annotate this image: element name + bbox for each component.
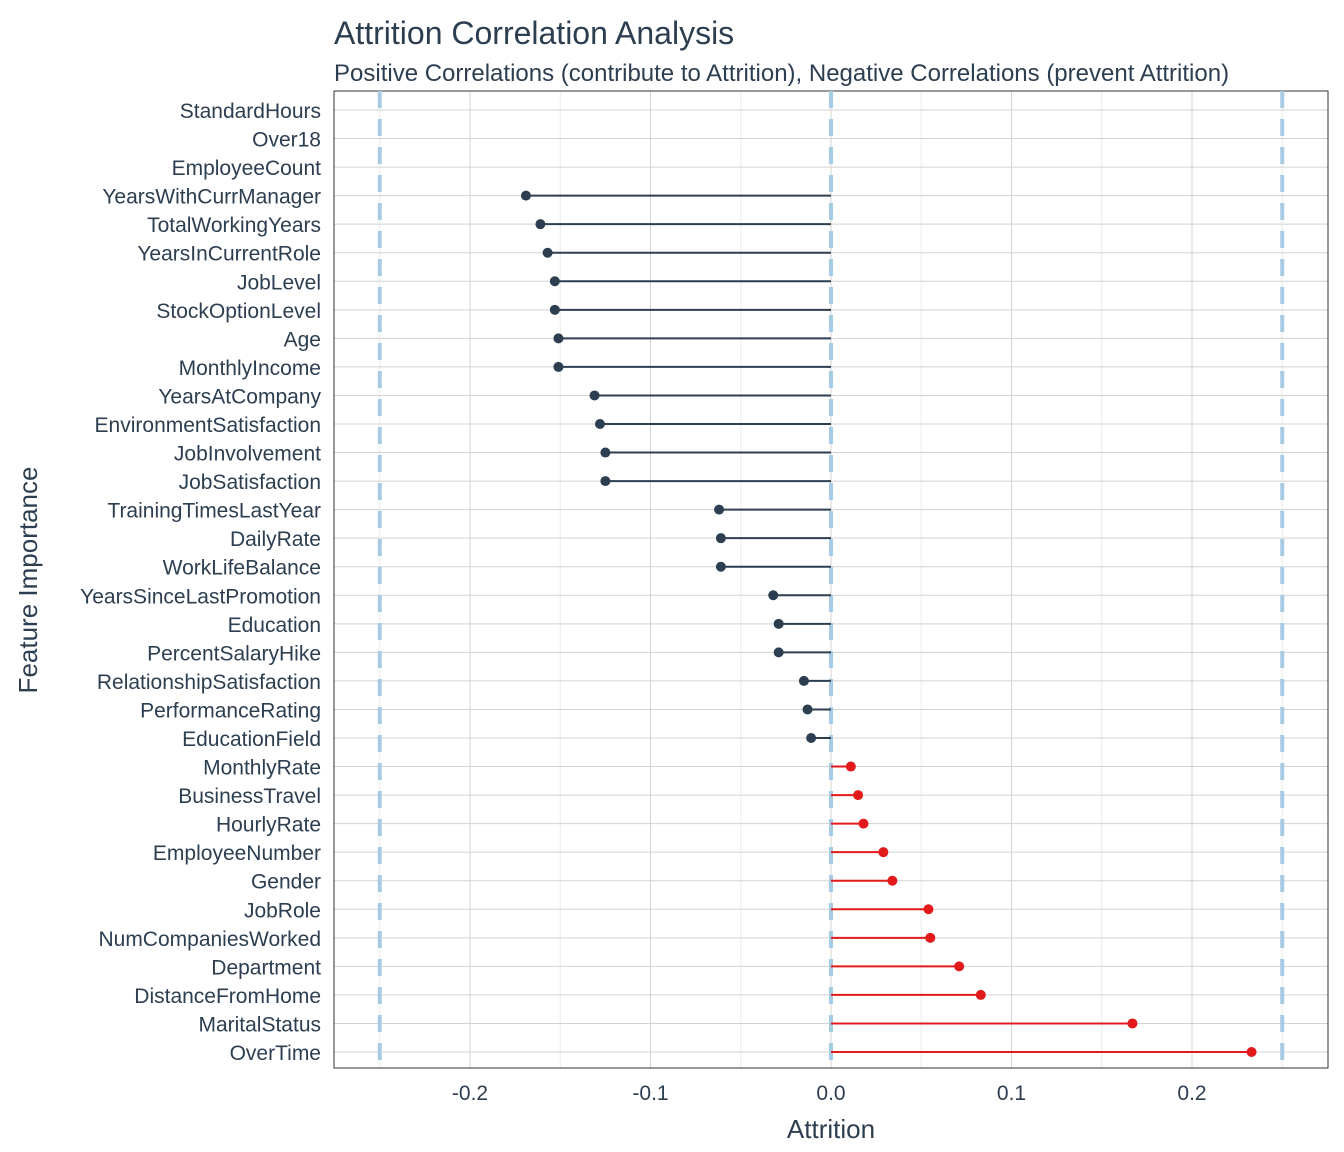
x-tick-label: 0.1: [997, 1082, 1026, 1105]
y-tick-label: Over18: [252, 129, 321, 152]
lollipop-point: [802, 704, 813, 715]
lollipop-point: [549, 304, 560, 315]
y-tick-label: BusinessTravel: [178, 785, 321, 808]
y-tick-label: DistanceFromHome: [134, 985, 321, 1008]
lollipop-marks: [520, 190, 1257, 1057]
y-tick-label: Age: [284, 328, 321, 351]
lollipop-point: [594, 419, 605, 429]
lollipop-point: [553, 333, 564, 344]
lollipop-point: [798, 675, 809, 686]
lollipop-point: [535, 219, 546, 230]
y-tick-label: MonthlyIncome: [179, 357, 321, 380]
lollipop-point: [542, 247, 553, 258]
y-tick-label: Department: [211, 956, 321, 979]
y-tick-label: JobInvolvement: [174, 443, 321, 466]
lollipop-point: [975, 989, 986, 1000]
lollipop-point: [858, 818, 869, 829]
y-tick-label: JobLevel: [237, 271, 321, 294]
y-tick-label: EmployeeNumber: [153, 842, 321, 865]
lollipop-point: [715, 561, 726, 572]
y-tick-label: OverTime: [230, 1042, 321, 1065]
y-tick-label: HourlyRate: [216, 814, 321, 837]
y-tick-label: RelationshipSatisfaction: [97, 671, 321, 694]
y-tick-label: EmployeeCount: [172, 157, 322, 180]
y-tick-label: EducationField: [182, 728, 321, 751]
y-tick-label: StandardHours: [180, 100, 321, 123]
lollipop-point: [1127, 1018, 1138, 1029]
y-tick-label: TrainingTimesLastYear: [107, 500, 321, 523]
lollipop-point: [954, 961, 965, 972]
lollipop-point: [600, 476, 611, 487]
y-tick-label: JobSatisfaction: [179, 471, 321, 494]
y-tick-label: YearsAtCompany: [158, 385, 321, 408]
lollipop-point: [925, 932, 936, 943]
y-axis-title: Feature Importance: [13, 467, 43, 694]
y-tick-label: MonthlyRate: [203, 757, 321, 780]
lollipop-point: [853, 790, 864, 801]
y-tick-label: YearsSinceLastPromotion: [80, 585, 321, 608]
lollipop-point: [768, 590, 779, 601]
lollipop-point: [923, 904, 934, 915]
x-tick-label: 0.0: [816, 1082, 845, 1105]
reference-lines: [377, 91, 1285, 1068]
chart-subtitle: Positive Correlations (contribute to Att…: [334, 60, 1229, 87]
lollipop-point: [806, 733, 817, 743]
y-tick-label: DailyRate: [230, 528, 321, 551]
x-tick-label: -0.2: [452, 1082, 488, 1105]
x-tick-labels: -0.2 -0.1 0.0 0.1 0.2: [452, 1082, 1207, 1105]
lollipop-point: [845, 761, 856, 772]
y-tick-label: StockOptionLevel: [156, 300, 321, 323]
lollipop-point: [715, 533, 726, 544]
lollipop-point: [589, 390, 600, 401]
lollipop-point: [714, 504, 725, 515]
y-tick-label: YearsInCurrentRole: [137, 243, 321, 266]
x-tick-label: 0.2: [1177, 1082, 1206, 1105]
lollipop-point: [549, 276, 560, 287]
lollipop-point: [520, 190, 531, 201]
x-axis-title: Attrition: [787, 1114, 875, 1144]
y-tick-labels: StandardHours Over18 EmployeeCount YearsWit…: [80, 100, 321, 1065]
y-tick-label: Education: [228, 614, 321, 637]
y-tick-label: NumCompaniesWorked: [98, 928, 321, 951]
lollipop-point: [878, 847, 889, 858]
y-tick-label: WorkLifeBalance: [163, 557, 321, 580]
lollipop-point: [773, 647, 784, 658]
y-tick-label: Gender: [251, 871, 321, 894]
y-tick-label: TotalWorkingYears: [147, 214, 321, 237]
y-tick-label: EnvironmentSatisfaction: [95, 414, 321, 437]
y-tick-label: PerformanceRating: [140, 699, 321, 722]
y-tick-label: JobRole: [244, 899, 321, 922]
y-tick-label: YearsWithCurrManager: [102, 186, 321, 209]
chart-title: Attrition Correlation Analysis: [334, 15, 734, 51]
lollipop-point: [600, 447, 611, 458]
x-tick-label: -0.1: [632, 1082, 668, 1105]
y-tick-label: PercentSalaryHike: [147, 642, 321, 665]
lollipop-point: [887, 875, 898, 886]
lollipop-point: [773, 618, 784, 629]
lollipop-point: [1246, 1047, 1257, 1057]
lollipop-point: [553, 361, 564, 372]
y-tick-label: MaritalStatus: [198, 1013, 321, 1036]
